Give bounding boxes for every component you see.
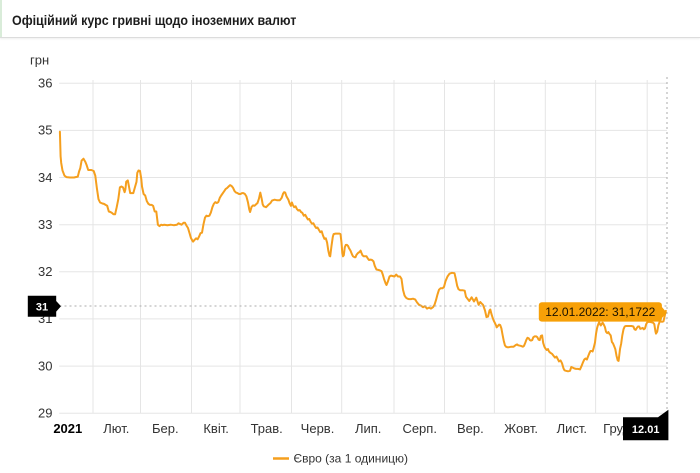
svg-text:36: 36 xyxy=(38,76,52,91)
svg-text:Квіт.: Квіт. xyxy=(203,421,229,436)
svg-text:34: 34 xyxy=(38,170,52,185)
svg-text:33: 33 xyxy=(38,217,52,232)
svg-text:31: 31 xyxy=(36,301,48,313)
svg-text:Трав.: Трав. xyxy=(251,421,283,436)
svg-text:12.01: 12.01 xyxy=(632,424,660,436)
svg-text:Бер.: Бер. xyxy=(152,421,179,436)
svg-text:2021: 2021 xyxy=(53,421,82,436)
svg-text:35: 35 xyxy=(38,123,52,138)
svg-text:Жовт.: Жовт. xyxy=(504,421,538,436)
svg-text:Лист.: Лист. xyxy=(557,421,587,436)
svg-text:Серп.: Серп. xyxy=(402,421,437,436)
svg-text:30: 30 xyxy=(38,358,52,373)
svg-text:Лип.: Лип. xyxy=(355,421,381,436)
svg-text:Черв.: Черв. xyxy=(301,421,335,436)
svg-text:12.01.2022: 31,1722: 12.01.2022: 31,1722 xyxy=(545,305,655,319)
svg-text:грн: грн xyxy=(30,53,49,68)
svg-text:Євро (за 1 одиницю): Євро (за 1 одиницю) xyxy=(294,452,409,466)
svg-text:29: 29 xyxy=(38,406,52,421)
svg-text:Лют.: Лют. xyxy=(103,421,129,436)
svg-text:Вер.: Вер. xyxy=(457,421,484,436)
svg-text:32: 32 xyxy=(38,264,52,279)
